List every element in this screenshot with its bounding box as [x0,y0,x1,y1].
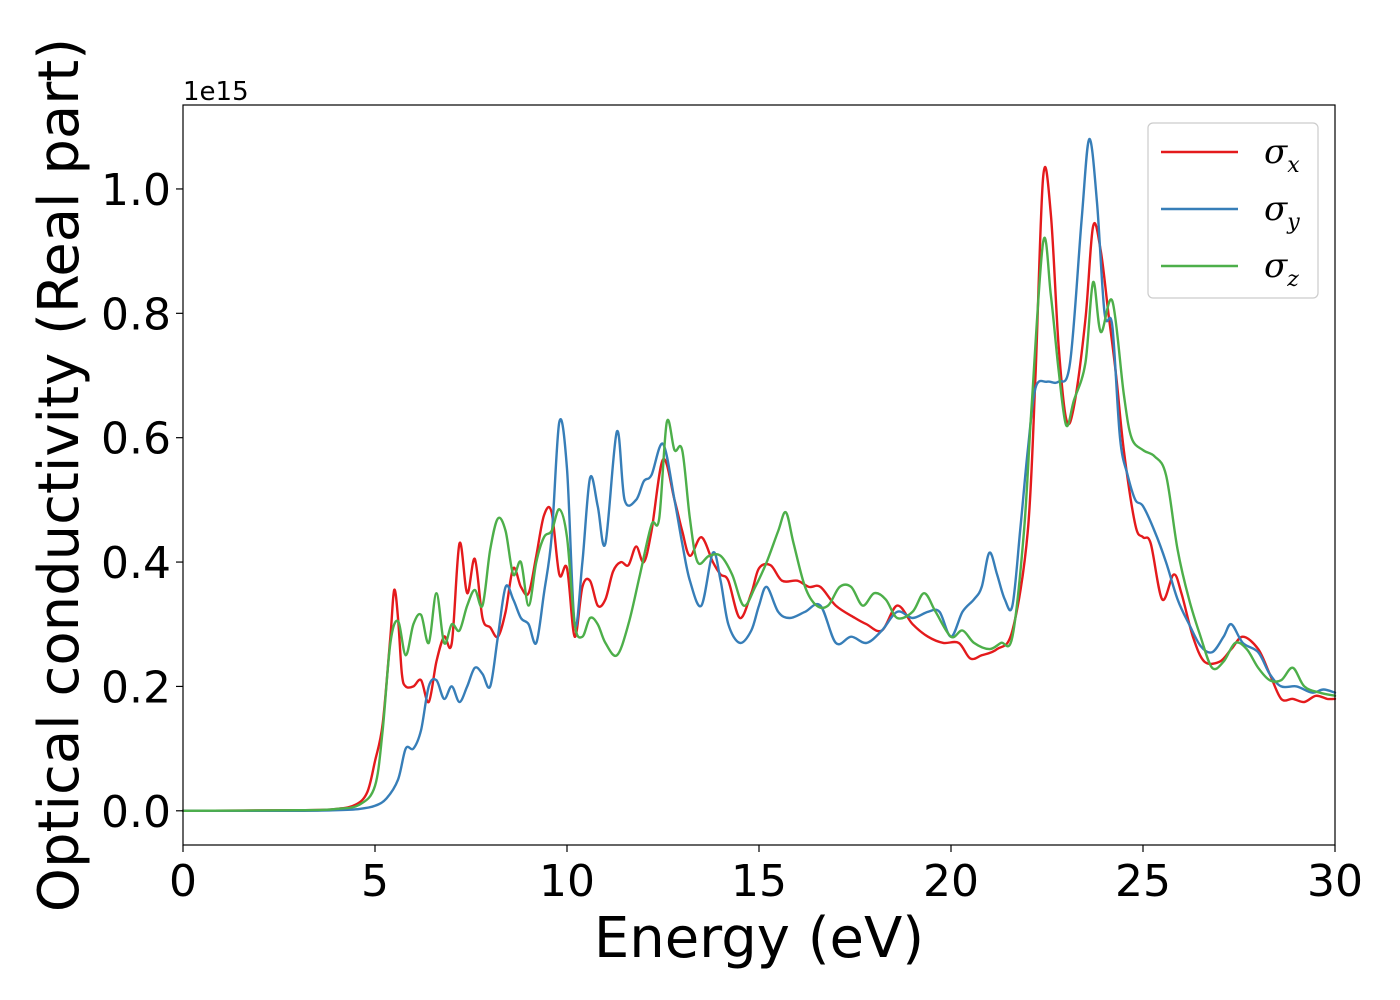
y-tick-label: 0.6 [101,414,171,465]
legend: σx σy σz [1147,122,1319,299]
x-tick-label: 25 [1115,856,1171,907]
series-line-z [181,236,1337,812]
x-tick-label: 15 [731,856,787,907]
offset-label: 1e15 [183,77,249,107]
y-axis: 0.0 0.2 0.4 0.6 0.8 1.0 [101,165,183,838]
legend-entry-y: σy [1264,189,1300,235]
legend-entry-z: σz [1264,246,1299,292]
x-tick-label: 20 [923,856,979,907]
plot-area [183,105,1335,845]
legend-entry-x: σx [1264,132,1300,178]
x-tick-label: 10 [539,856,595,907]
series-line-y [181,137,1337,813]
y-axis-label: Optical conductivity (Real part) [27,38,92,912]
y-tick-label: 0.0 [101,787,171,838]
y-tick-label: 0.2 [101,662,171,713]
x-axis: 0 5 10 15 20 25 30 [169,845,1363,907]
x-tick-label: 5 [361,856,389,907]
x-tick-label: 0 [169,856,197,907]
series-layer [181,137,1337,813]
y-tick-label: 0.4 [101,538,171,589]
x-axis-label: Energy (eV) [594,906,924,971]
y-tick-label: 1.0 [101,165,171,216]
y-tick-label: 0.8 [101,289,171,340]
x-tick-label: 30 [1307,856,1363,907]
legend-box [1147,122,1319,299]
